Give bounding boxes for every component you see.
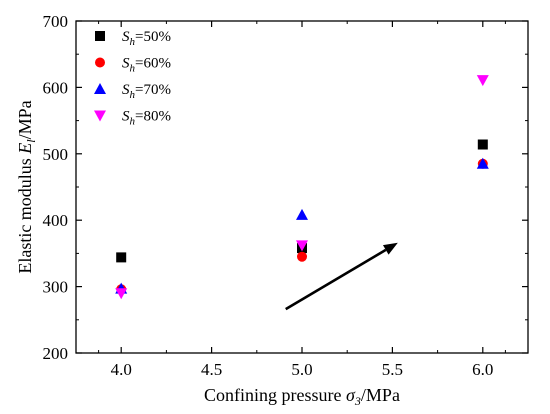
y-axis-title: Elastic modulus El/MPa: [15, 100, 38, 273]
x-axis-title-prefix: Confining pressure: [204, 385, 346, 405]
data-point-sh-series-4: [476, 75, 489, 87]
x-tick-label: 4.0: [111, 360, 132, 379]
legend-label-2: Sh=60%: [122, 56, 171, 75]
data-point-sh-series-3: [476, 157, 489, 169]
y-axis-title-symbol: E: [15, 143, 35, 155]
x-axis-title-symbol: σ: [346, 385, 356, 405]
y-axis-title-prefix: Elastic modulus: [15, 154, 35, 274]
data-point-sh-series-2: [297, 251, 307, 262]
legend-label-3: Sh=70%: [122, 82, 171, 101]
x-tick-label: 5.0: [291, 360, 312, 379]
legend-marker-1: [95, 31, 105, 41]
data-point-sh-series-4: [296, 240, 308, 252]
x-tick-label: 5.5: [382, 360, 403, 379]
y-tick-label: 300: [43, 278, 69, 297]
y-tick-label: 400: [43, 211, 69, 230]
annotations: [285, 242, 398, 311]
y-tick-label: 700: [43, 12, 69, 31]
data-point-sh-series-1: [116, 252, 127, 263]
ticks: 4.0 4.5 5.0 5.5 6.0 200 300 400 500 600 700: [43, 12, 528, 379]
data-point-sh-series-1: [477, 139, 488, 150]
x-tick-label: 6.0: [472, 360, 493, 379]
legend-label-4: Sh=80%: [122, 109, 171, 128]
y-tick-label: 200: [43, 344, 69, 363]
x-axis-title-suffix: /MPa: [361, 385, 400, 405]
x-tick-label: 4.5: [201, 360, 222, 379]
legend-label-1: Sh=50%: [122, 29, 171, 48]
y-tick-label: 500: [43, 145, 69, 164]
legend-marker-2: [95, 57, 105, 68]
legend-marker-4: [94, 110, 106, 122]
y-axis-title-subscript: l: [24, 139, 38, 143]
legend: Sh=50% Sh=60% Sh=70% Sh=80%: [94, 29, 171, 128]
legend-marker-3: [94, 83, 106, 94]
x-axis-title-subscript: 3: [354, 394, 361, 408]
trend-arrow-shaft: [285, 248, 387, 311]
trend-arrow-head: [382, 242, 398, 255]
data-point-sh-series-4: [115, 288, 128, 300]
x-axis-title: Confining pressure σ3/MPa: [204, 385, 400, 408]
data-points: [115, 75, 489, 300]
data-point-sh-series-3: [296, 208, 308, 220]
y-tick-label: 600: [43, 78, 69, 97]
y-axis-title-suffix: /MPa: [15, 100, 35, 139]
